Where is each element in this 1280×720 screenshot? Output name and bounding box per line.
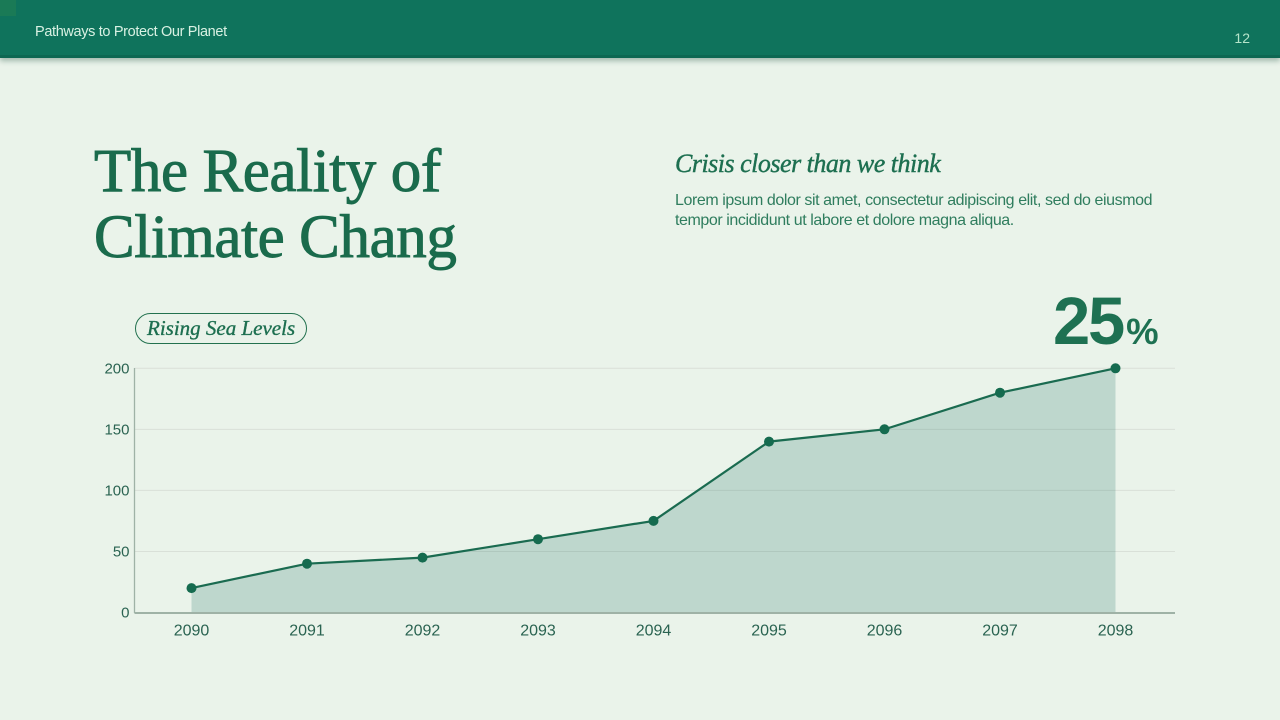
svg-text:2098: 2098 bbox=[1098, 623, 1134, 640]
svg-text:200: 200 bbox=[104, 361, 129, 378]
svg-text:150: 150 bbox=[104, 422, 129, 439]
svg-text:2090: 2090 bbox=[174, 623, 210, 640]
svg-text:2091: 2091 bbox=[289, 623, 325, 640]
svg-text:0: 0 bbox=[121, 605, 129, 622]
svg-text:2092: 2092 bbox=[405, 623, 441, 640]
svg-text:2097: 2097 bbox=[982, 623, 1018, 640]
svg-text:50: 50 bbox=[113, 544, 130, 561]
svg-text:2095: 2095 bbox=[751, 623, 787, 640]
svg-text:2096: 2096 bbox=[867, 623, 903, 640]
svg-text:2094: 2094 bbox=[636, 623, 672, 640]
svg-text:100: 100 bbox=[104, 483, 129, 500]
svg-text:2093: 2093 bbox=[520, 623, 556, 640]
